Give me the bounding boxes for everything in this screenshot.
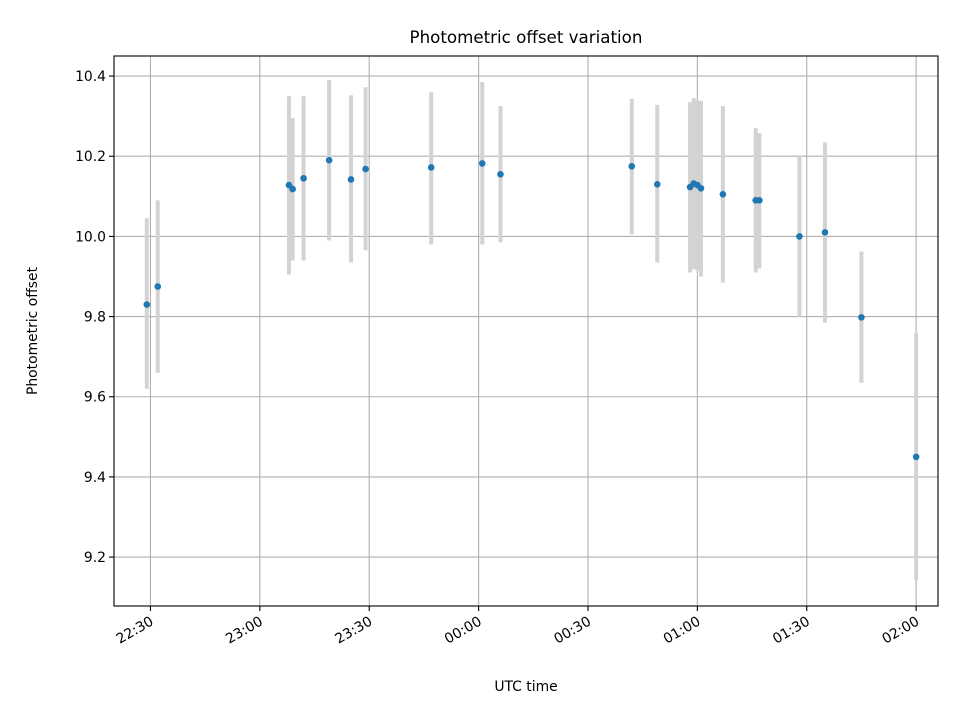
data-point xyxy=(300,174,307,182)
data-point xyxy=(325,156,333,164)
y-tick-label: 10.4 xyxy=(75,69,106,85)
y-tick-label: 10.0 xyxy=(75,229,106,245)
y-axis-ticks: 9.2 9.4 9.6 9.8 10.0 10.2 10.4 xyxy=(75,69,114,566)
plot-frame xyxy=(113,55,939,607)
data-point xyxy=(289,185,296,193)
data-point xyxy=(912,453,920,461)
data-point xyxy=(756,197,763,204)
data-point xyxy=(154,283,162,290)
grid-lines xyxy=(114,56,938,606)
data-point xyxy=(697,184,705,192)
chart-title: Photometric offset variation xyxy=(410,27,643,47)
data-point xyxy=(478,160,486,167)
data-point xyxy=(143,301,151,308)
data-point xyxy=(628,162,636,170)
data-point xyxy=(347,176,355,183)
data-point xyxy=(653,180,661,188)
data-point xyxy=(858,314,865,321)
data-point xyxy=(427,164,435,171)
x-axis-title: UTC time xyxy=(494,679,557,695)
data-point xyxy=(362,165,369,173)
plot-area-background xyxy=(114,56,938,606)
y-tick-label: 9.6 xyxy=(84,390,106,406)
data-points xyxy=(143,156,920,461)
y-tick-label: 9.4 xyxy=(84,470,106,486)
data-point xyxy=(497,170,504,178)
data-point xyxy=(719,191,727,198)
y-tick-label: 9.8 xyxy=(84,310,106,326)
y-axis-title: Photometric offset xyxy=(25,266,41,395)
y-tick-label: 9.2 xyxy=(84,550,106,566)
data-point xyxy=(796,233,803,240)
y-tick-label: 10.2 xyxy=(75,149,106,165)
data-point xyxy=(821,229,829,236)
